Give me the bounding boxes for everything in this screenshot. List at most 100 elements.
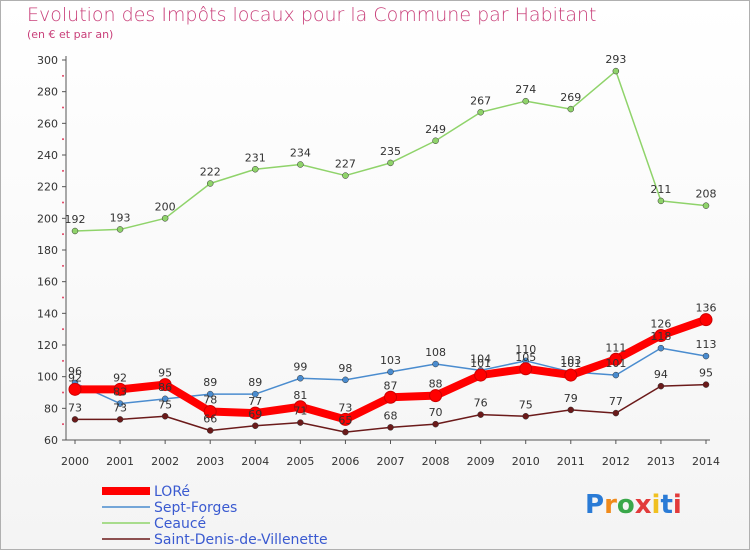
y-tick-label: 240 xyxy=(37,149,58,162)
y-tick-label: 200 xyxy=(37,212,58,225)
y-minor-tick xyxy=(62,423,64,426)
data-label: 78 xyxy=(203,394,217,407)
data-label: 79 xyxy=(564,392,578,405)
data-point xyxy=(293,400,307,414)
data-point xyxy=(519,362,533,376)
data-label: 87 xyxy=(384,379,398,392)
data-label: 231 xyxy=(245,151,266,164)
data-label: 222 xyxy=(200,166,221,179)
data-label: 208 xyxy=(696,188,717,201)
data-point xyxy=(71,416,79,423)
data-point xyxy=(657,344,665,352)
y-tick-label: 300 xyxy=(37,54,58,67)
y-minor-tick xyxy=(62,391,64,394)
data-label: 95 xyxy=(699,367,713,380)
data-point xyxy=(609,352,623,366)
data-point xyxy=(432,360,439,368)
data-label: 110 xyxy=(515,343,536,356)
data-label: 126 xyxy=(650,318,671,331)
y-tick-label: 180 xyxy=(37,244,58,257)
data-point xyxy=(387,368,394,376)
data-point xyxy=(384,390,397,404)
data-label: 101 xyxy=(470,357,491,370)
data-point xyxy=(474,368,488,382)
data-label: 234 xyxy=(290,147,311,160)
data-point xyxy=(342,428,349,436)
chart-subtitle: (en € et par an) xyxy=(27,28,114,41)
data-point xyxy=(477,411,484,418)
y-tick-label: 280 xyxy=(37,86,58,99)
data-point xyxy=(612,67,620,75)
data-label: 136 xyxy=(696,302,717,315)
data-point xyxy=(71,227,79,235)
legend-label: Saint-Denis-de-Villenette xyxy=(154,532,328,548)
data-point xyxy=(116,226,124,233)
data-label: 111 xyxy=(605,341,626,354)
x-tick-label: 2012 xyxy=(602,455,630,468)
data-point xyxy=(657,382,665,390)
data-point xyxy=(702,202,710,209)
data-point xyxy=(702,352,710,360)
data-label: 118 xyxy=(650,330,671,343)
y-minor-tick xyxy=(62,233,64,236)
data-label: 211 xyxy=(650,183,671,196)
data-label: 77 xyxy=(248,395,262,408)
y-tick-label: 120 xyxy=(37,339,58,352)
x-tick-label: 2005 xyxy=(286,455,314,468)
data-label: 274 xyxy=(515,83,536,96)
data-label: 200 xyxy=(155,200,176,213)
y-minor-tick xyxy=(62,264,64,267)
data-label: 113 xyxy=(696,338,717,351)
data-label: 269 xyxy=(560,91,581,104)
data-label: 65 xyxy=(338,414,352,427)
data-label: 235 xyxy=(380,145,401,158)
data-point xyxy=(612,371,620,379)
data-point xyxy=(161,413,169,420)
data-point xyxy=(432,137,439,144)
data-label: 95 xyxy=(158,367,172,380)
proxiti-logo: Proxiti xyxy=(585,490,682,520)
data-label: 71 xyxy=(293,405,307,418)
data-label: 293 xyxy=(605,53,626,66)
data-point xyxy=(387,424,394,431)
y-minor-tick xyxy=(62,201,64,204)
data-label: 249 xyxy=(425,123,446,136)
data-label: 68 xyxy=(384,409,398,422)
y-minor-tick xyxy=(62,74,64,77)
data-label: 89 xyxy=(203,376,217,389)
data-label: 81 xyxy=(293,389,307,402)
data-label: 104 xyxy=(470,352,491,365)
data-point xyxy=(657,197,665,205)
value-labels: 73 73 75 66 69 71 65 68 70 76 75 79 77 94 95 192 193 200 2… xyxy=(65,53,717,427)
data-label: 101 xyxy=(560,357,581,370)
data-point xyxy=(429,389,443,403)
data-point xyxy=(158,378,172,392)
y-tick-label: 160 xyxy=(37,276,58,289)
x-tick-label: 2014 xyxy=(692,455,720,468)
data-label: 96 xyxy=(68,365,82,378)
data-label: 83 xyxy=(113,386,127,399)
y-tick-label: 220 xyxy=(37,181,58,194)
x-tick-label: 2004 xyxy=(241,455,269,468)
legend-label: LORé xyxy=(154,484,190,500)
data-label: 193 xyxy=(110,211,131,224)
data-point xyxy=(338,412,352,426)
data-label: 108 xyxy=(425,346,446,359)
data-label: 89 xyxy=(248,376,262,389)
data-label: 105 xyxy=(515,351,536,364)
data-point xyxy=(612,409,620,417)
data-point xyxy=(116,416,124,423)
data-point xyxy=(342,376,349,384)
x-tick-label: 2009 xyxy=(467,455,495,468)
chart-title: Evolution des Impôts locaux pour la Comm… xyxy=(27,4,597,26)
data-point xyxy=(699,313,713,327)
data-point xyxy=(161,395,169,403)
x-tick-label: 2013 xyxy=(647,455,675,468)
y-tick-label: 260 xyxy=(37,117,58,130)
y-tick-label: 60 xyxy=(44,434,58,447)
data-point xyxy=(252,422,259,429)
data-label: 192 xyxy=(65,213,86,226)
data-point xyxy=(297,419,304,426)
